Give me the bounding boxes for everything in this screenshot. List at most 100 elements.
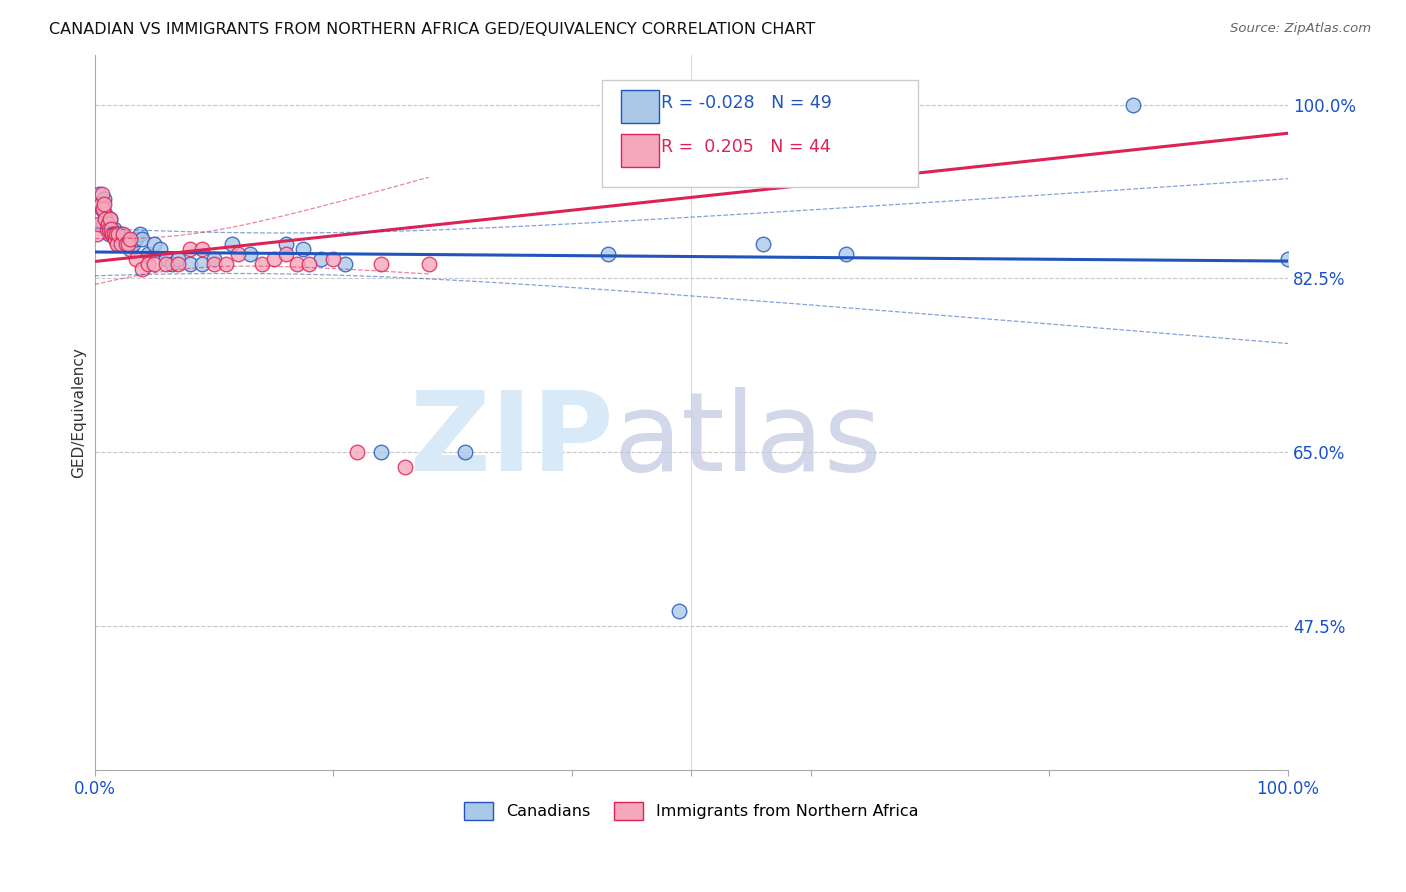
Point	[97, 217, 120, 231]
Point	[112, 236, 135, 251]
Point	[90, 202, 112, 216]
Point	[155, 252, 177, 266]
Point	[311, 252, 333, 266]
Point	[453, 445, 475, 459]
Point	[160, 256, 183, 270]
Y-axis label: GED/Equivalency: GED/Equivalency	[72, 347, 86, 478]
Point	[226, 246, 249, 260]
Point	[110, 236, 132, 251]
Point	[91, 217, 114, 231]
Point	[93, 197, 115, 211]
Point	[120, 232, 142, 246]
Text: CANADIAN VS IMMIGRANTS FROM NORTHERN AFRICA GED/EQUIVALENCY CORRELATION CHART: CANADIAN VS IMMIGRANTS FROM NORTHERN AFR…	[49, 22, 815, 37]
Point	[136, 246, 159, 260]
Point	[98, 211, 121, 226]
Point	[105, 232, 128, 246]
Point	[202, 256, 225, 270]
Point	[89, 187, 111, 202]
Point	[596, 246, 619, 260]
Point	[215, 256, 238, 270]
Point	[96, 222, 118, 236]
Point	[107, 227, 129, 241]
Point	[167, 252, 190, 266]
Point	[89, 217, 111, 231]
Point	[112, 227, 135, 241]
Point	[120, 242, 142, 256]
Point	[103, 227, 125, 241]
Point	[191, 256, 214, 270]
Point	[125, 252, 148, 266]
Point	[104, 232, 127, 246]
Point	[191, 242, 214, 256]
FancyBboxPatch shape	[621, 90, 659, 123]
Point	[202, 252, 225, 266]
Point	[263, 252, 285, 266]
Text: ZIP: ZIP	[411, 387, 613, 494]
Point	[298, 256, 321, 270]
Point	[103, 222, 125, 236]
Point	[94, 207, 117, 221]
Text: R =  0.205   N = 44: R = 0.205 N = 44	[661, 138, 831, 156]
Legend: Canadians, Immigrants from Northern Africa: Canadians, Immigrants from Northern Afri…	[458, 796, 925, 826]
Point	[105, 227, 128, 241]
Point	[136, 256, 159, 270]
Point	[90, 187, 112, 202]
FancyBboxPatch shape	[621, 135, 659, 168]
Point	[143, 256, 166, 270]
Point	[100, 222, 122, 236]
Point	[105, 227, 128, 241]
Point	[1122, 97, 1144, 112]
Point	[346, 445, 368, 459]
Point	[370, 445, 392, 459]
Point	[117, 236, 139, 251]
Point	[107, 236, 129, 251]
Point	[835, 246, 858, 260]
Point	[179, 256, 201, 270]
Text: R = -0.028   N = 49: R = -0.028 N = 49	[661, 94, 832, 112]
Point	[322, 252, 344, 266]
FancyBboxPatch shape	[602, 80, 918, 187]
Point	[274, 246, 297, 260]
Point	[90, 197, 112, 211]
Point	[394, 460, 416, 475]
Point	[221, 236, 243, 251]
Point	[114, 236, 136, 251]
Point	[101, 227, 124, 241]
Point	[155, 256, 177, 270]
Point	[167, 256, 190, 270]
Point	[94, 211, 117, 226]
Point	[110, 227, 132, 241]
Point	[125, 232, 148, 246]
Point	[274, 236, 297, 251]
Point	[131, 261, 153, 276]
Point	[418, 256, 440, 270]
Point	[370, 256, 392, 270]
Point	[143, 236, 166, 251]
Point	[250, 256, 273, 270]
Point	[752, 236, 775, 251]
Point	[97, 217, 120, 231]
Point	[149, 242, 172, 256]
Point	[179, 242, 201, 256]
Point	[129, 227, 152, 241]
Text: Source: ZipAtlas.com: Source: ZipAtlas.com	[1230, 22, 1371, 36]
Point	[104, 227, 127, 241]
Point	[101, 227, 124, 241]
Point	[86, 197, 108, 211]
Point	[1277, 252, 1299, 266]
Point	[335, 256, 357, 270]
Point	[93, 192, 115, 206]
Text: atlas: atlas	[613, 387, 882, 494]
Point	[97, 222, 120, 236]
Point	[239, 246, 262, 260]
Point	[97, 227, 120, 241]
Point	[117, 236, 139, 251]
Point	[668, 604, 690, 618]
Point	[105, 236, 128, 251]
Point	[100, 222, 122, 236]
Point	[91, 202, 114, 216]
Point	[121, 236, 143, 251]
Point	[86, 227, 108, 241]
Point	[287, 256, 309, 270]
Point	[98, 211, 121, 226]
